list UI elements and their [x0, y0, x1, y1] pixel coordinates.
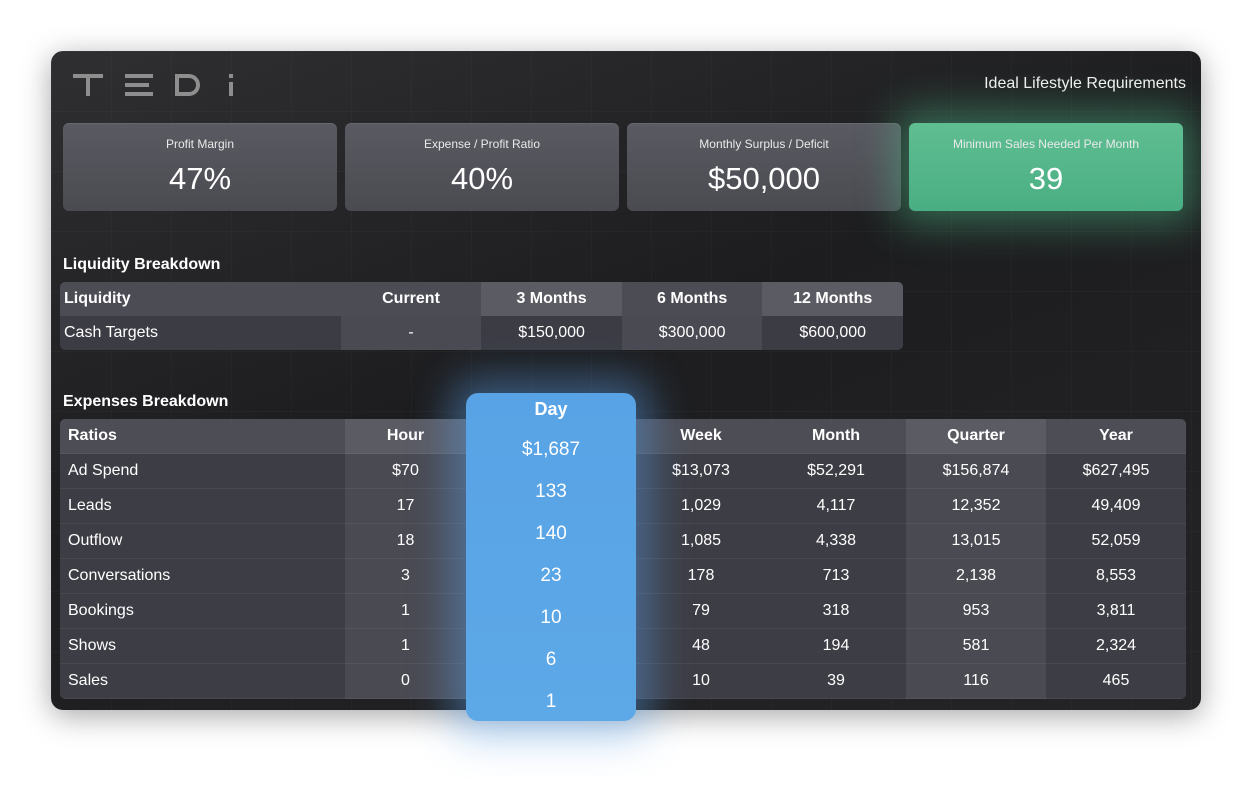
kpi-label: Minimum Sales Needed Per Month: [952, 137, 1140, 151]
table-row: Outflow 18 1,085 4,338 13,015 52,059: [60, 524, 1186, 559]
kpi-profit-margin: Profit Margin 47%: [63, 123, 337, 211]
day-value: 133: [535, 481, 567, 502]
kpi-expense-profit-ratio: Expense / Profit Ratio 40%: [345, 123, 619, 211]
day-header: Day: [534, 399, 568, 419]
kpi-label: Monthly Surplus / Deficit: [699, 137, 829, 151]
day-value: 140: [535, 523, 567, 544]
table-cell: 17: [345, 489, 466, 524]
table-cell: $13,073: [636, 454, 766, 489]
table-cell: 52,059: [1046, 524, 1186, 559]
row-label: Conversations: [60, 559, 345, 594]
row-label: Leads: [60, 489, 345, 524]
kpi-min-sales: Minimum Sales Needed Per Month 39: [909, 123, 1183, 211]
kpi-row: Profit Margin 47% Expense / Profit Ratio…: [63, 123, 1185, 211]
liquidity-header-row: Liquidity Current 3 Months 6 Months 12 M…: [60, 282, 903, 316]
expenses-header-row: Ratios Hour Week Month Quarter Year: [60, 419, 1186, 454]
table-cell: 1,029: [636, 489, 766, 524]
header-cell: 3 Months: [481, 282, 622, 316]
header-cell: Ratios: [60, 419, 345, 454]
table-row: Shows 1 48 194 581 2,324: [60, 629, 1186, 664]
table-cell: 79: [636, 594, 766, 629]
table-row: Leads 17 1,029 4,117 12,352 49,409: [60, 489, 1186, 524]
header-cell: 6 Months: [621, 282, 763, 316]
table-cell: 953: [906, 594, 1046, 629]
dashboard-panel: Ideal Lifestyle Requirements Profit Marg…: [51, 51, 1201, 710]
table-cell: 39: [766, 664, 906, 699]
table-cell: 581: [906, 629, 1046, 664]
header-cell: 12 Months: [762, 282, 903, 316]
table-cell: $150,000: [481, 316, 622, 350]
table-cell: 1: [345, 629, 466, 664]
table-row: Bookings 1 79 318 953 3,811: [60, 594, 1186, 629]
table-cell: 318: [766, 594, 906, 629]
kpi-label: Profit Margin: [165, 137, 235, 151]
kpi-value: $50,000: [707, 161, 821, 196]
table-cell: 3,811: [1046, 594, 1186, 629]
table-cell: 1: [345, 594, 466, 629]
page-title: Ideal Lifestyle Requirements: [984, 75, 1186, 92]
table-cell: 2,324: [1046, 629, 1186, 664]
day-value: 23: [540, 565, 562, 586]
table-cell: 116: [906, 664, 1046, 699]
kpi-monthly-surplus: Monthly Surplus / Deficit $50,000: [627, 123, 901, 211]
table-cell: $600,000: [762, 316, 903, 350]
table-cell: $300,000: [621, 316, 763, 350]
row-label: Sales: [60, 664, 345, 699]
day-value: $1,687: [521, 439, 581, 460]
table-cell: 465: [1046, 664, 1186, 699]
table-cell: 3: [345, 559, 466, 594]
table-cell: 10: [636, 664, 766, 699]
table-cell: 194: [766, 629, 906, 664]
table-cell: 2,138: [906, 559, 1046, 594]
header-cell: Current: [340, 282, 482, 316]
table-row: Sales 0 10 39 116 465: [60, 664, 1186, 699]
table-row: Conversations 3 178 713 2,138 8,553: [60, 559, 1186, 594]
header-cell: Month: [766, 419, 906, 454]
day-column-highlight: Day $1,687 133 140 23 10 6 1: [466, 393, 636, 721]
expenses-table: Ratios Hour Week Month Quarter Year Ad S…: [60, 419, 1186, 699]
table-cell: $52,291: [766, 454, 906, 489]
kpi-value: 39: [1028, 161, 1064, 196]
row-label: Cash Targets: [60, 316, 341, 350]
table-cell: 13,015: [906, 524, 1046, 559]
table-cell: 178: [636, 559, 766, 594]
kpi-value: 47%: [168, 161, 232, 196]
liquidity-table: Liquidity Current 3 Months 6 Months 12 M…: [60, 282, 903, 350]
table-row: Ad Spend $70 $13,073 $52,291 $156,874 $627,49…: [60, 454, 1186, 489]
header-cell: Week: [636, 419, 766, 454]
table-cell: -: [340, 316, 482, 350]
kpi-label: Expense / Profit Ratio: [423, 137, 541, 151]
header-cell: Year: [1046, 419, 1186, 454]
table-cell: 8,553: [1046, 559, 1186, 594]
row-label: Bookings: [60, 594, 345, 629]
table-cell: 49,409: [1046, 489, 1186, 524]
tedi-logo-icon: [73, 74, 233, 96]
day-value: 10: [540, 607, 562, 628]
row-label: Shows: [60, 629, 345, 664]
table-cell: 0: [345, 664, 466, 699]
liquidity-title: Liquidity Breakdown: [63, 256, 221, 273]
table-cell: 48: [636, 629, 766, 664]
header-cell: Quarter: [906, 419, 1046, 454]
row-label: Ad Spend: [60, 454, 345, 489]
table-cell: 4,338: [766, 524, 906, 559]
day-value: 6: [545, 649, 557, 670]
table-cell: 713: [766, 559, 906, 594]
expenses-title: Expenses Breakdown: [63, 393, 229, 410]
table-cell: 1,085: [636, 524, 766, 559]
header-cell: Hour: [345, 419, 466, 454]
row-label: Outflow: [60, 524, 345, 559]
day-value: 1: [545, 691, 557, 712]
table-cell: $627,495: [1046, 454, 1186, 489]
kpi-value: 40%: [450, 161, 514, 196]
table-cell: 18: [345, 524, 466, 559]
tedi-logo: [73, 65, 253, 105]
table-cell: 4,117: [766, 489, 906, 524]
table-row: Cash Targets - $150,000 $300,000 $600,00…: [60, 316, 903, 350]
table-cell: $156,874: [906, 454, 1046, 489]
table-cell: 12,352: [906, 489, 1046, 524]
table-cell: $70: [345, 454, 466, 489]
header-cell: Liquidity: [60, 282, 341, 316]
